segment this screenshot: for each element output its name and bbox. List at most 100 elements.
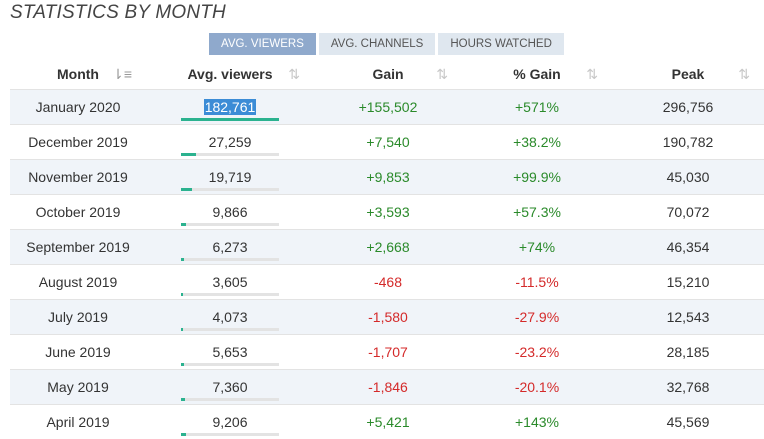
avg-viewers-value: 19,719 bbox=[209, 169, 252, 185]
cell-peak: 28,185 bbox=[612, 335, 764, 370]
table-row: January 2020 182,761 +155,502+571%296,756 bbox=[10, 90, 764, 125]
avg-viewers-bar-fill bbox=[181, 363, 184, 366]
avg-viewers-value: 27,259 bbox=[209, 134, 252, 150]
avg-viewers-bar bbox=[181, 188, 279, 191]
avg-viewers-value: 5,653 bbox=[212, 344, 247, 360]
avg-viewers-bar-fill bbox=[181, 258, 184, 261]
cell-month: August 2019 bbox=[10, 265, 146, 300]
cell-avg-viewers: 9,206 bbox=[146, 405, 314, 439]
avg-viewers-bar-fill bbox=[181, 153, 196, 156]
cell-peak: 46,354 bbox=[612, 230, 764, 265]
cell-avg-viewers: 19,719 bbox=[146, 160, 314, 195]
table-header-row: Month ⇂≡ Avg. viewers ⇅ Gain ⇅ % Gain ⇅ Peak… bbox=[10, 58, 764, 90]
cell-avg-viewers: 9,866 bbox=[146, 195, 314, 230]
cell-pct-gain: +74% bbox=[462, 230, 612, 265]
cell-pct-gain: -11.5% bbox=[462, 265, 612, 300]
cell-peak: 15,210 bbox=[612, 265, 764, 300]
cell-month: January 2020 bbox=[10, 90, 146, 125]
cell-month: May 2019 bbox=[10, 370, 146, 405]
tab-hours-watched[interactable]: HOURS WATCHED bbox=[438, 33, 564, 55]
sort-both-icon[interactable]: ⇅ bbox=[288, 66, 300, 83]
cell-month: April 2019 bbox=[10, 405, 146, 439]
monthly-stats-table: Month ⇂≡ Avg. viewers ⇅ Gain ⇅ % Gain ⇅ Peak… bbox=[10, 58, 764, 439]
cell-pct-gain: +99.9% bbox=[462, 160, 612, 195]
cell-avg-viewers: 5,653 bbox=[146, 335, 314, 370]
avg-viewers-bar-fill bbox=[181, 433, 186, 436]
cell-gain: +2,668 bbox=[314, 230, 462, 265]
avg-viewers-bar bbox=[181, 223, 279, 226]
avg-viewers-value: 9,206 bbox=[212, 414, 247, 430]
cell-peak: 45,030 bbox=[612, 160, 764, 195]
cell-avg-viewers: 7,360 bbox=[146, 370, 314, 405]
avg-viewers-bar bbox=[181, 398, 279, 401]
avg-viewers-bar-fill bbox=[181, 223, 186, 226]
avg-viewers-bar-fill bbox=[181, 188, 192, 191]
avg-viewers-bar-fill bbox=[181, 398, 185, 401]
cell-peak: 45,569 bbox=[612, 405, 764, 439]
cell-peak: 12,543 bbox=[612, 300, 764, 335]
column-header-label: % Gain bbox=[513, 66, 560, 82]
cell-peak: 70,072 bbox=[612, 195, 764, 230]
sort-both-icon[interactable]: ⇅ bbox=[436, 66, 448, 83]
table-body: January 2020 182,761 +155,502+571%296,756 D… bbox=[10, 90, 764, 439]
sort-both-icon[interactable]: ⇅ bbox=[586, 66, 598, 83]
tab-avg-viewers[interactable]: AVG. VIEWERS bbox=[209, 33, 316, 55]
cell-gain: +3,593 bbox=[314, 195, 462, 230]
avg-viewers-value: 6,273 bbox=[212, 239, 247, 255]
avg-viewers-bar bbox=[181, 363, 279, 366]
cell-gain: +155,502 bbox=[314, 90, 462, 125]
tab-avg-channels[interactable]: AVG. CHANNELS bbox=[319, 33, 435, 55]
sort-descending-icon[interactable]: ⇂≡ bbox=[112, 66, 132, 83]
avg-viewers-value: 7,360 bbox=[212, 379, 247, 395]
avg-viewers-value: 182,761 bbox=[204, 99, 257, 115]
avg-viewers-bar-fill bbox=[181, 293, 183, 296]
cell-pct-gain: -20.1% bbox=[462, 370, 612, 405]
column-header-month[interactable]: Month ⇂≡ bbox=[10, 58, 146, 90]
cell-peak: 296,756 bbox=[612, 90, 764, 125]
cell-month: November 2019 bbox=[10, 160, 146, 195]
cell-month: September 2019 bbox=[10, 230, 146, 265]
table-row: August 2019 3,605 -468-11.5%15,210 bbox=[10, 265, 764, 300]
table-row: September 2019 6,273 +2,668+74%46,354 bbox=[10, 230, 764, 265]
column-header-label: Gain bbox=[372, 66, 403, 82]
cell-month: October 2019 bbox=[10, 195, 146, 230]
metric-tabs: AVG. VIEWERS AVG. CHANNELS HOURS WATCHED bbox=[209, 33, 564, 55]
cell-pct-gain: +143% bbox=[462, 405, 612, 439]
page-title: STATISTICS BY MONTH bbox=[10, 2, 226, 24]
cell-month: June 2019 bbox=[10, 335, 146, 370]
avg-viewers-value: 9,866 bbox=[212, 204, 247, 220]
column-header-pct-gain[interactable]: % Gain ⇅ bbox=[462, 58, 612, 90]
cell-pct-gain: +571% bbox=[462, 90, 612, 125]
avg-viewers-value: 3,605 bbox=[212, 274, 247, 290]
cell-gain: +9,853 bbox=[314, 160, 462, 195]
sort-both-icon[interactable]: ⇅ bbox=[738, 66, 750, 83]
cell-avg-viewers: 4,073 bbox=[146, 300, 314, 335]
avg-viewers-value: 4,073 bbox=[212, 309, 247, 325]
cell-gain: -468 bbox=[314, 265, 462, 300]
cell-pct-gain: +38.2% bbox=[462, 125, 612, 160]
column-header-peak[interactable]: Peak ⇅ bbox=[612, 58, 764, 90]
avg-viewers-bar bbox=[181, 118, 279, 121]
avg-viewers-bar bbox=[181, 153, 279, 156]
avg-viewers-bar bbox=[181, 293, 279, 296]
cell-avg-viewers: 182,761 bbox=[146, 90, 314, 125]
column-header-avg-viewers[interactable]: Avg. viewers ⇅ bbox=[146, 58, 314, 90]
cell-gain: -1,846 bbox=[314, 370, 462, 405]
column-header-label: Peak bbox=[672, 66, 705, 82]
column-header-label: Avg. viewers bbox=[187, 66, 272, 82]
column-header-label: Month bbox=[57, 66, 99, 82]
cell-avg-viewers: 3,605 bbox=[146, 265, 314, 300]
avg-viewers-bar bbox=[181, 258, 279, 261]
avg-viewers-bar-fill bbox=[181, 328, 183, 331]
cell-avg-viewers: 6,273 bbox=[146, 230, 314, 265]
avg-viewers-bar bbox=[181, 328, 279, 331]
cell-month: December 2019 bbox=[10, 125, 146, 160]
avg-viewers-bar bbox=[181, 433, 279, 436]
column-header-gain[interactable]: Gain ⇅ bbox=[314, 58, 462, 90]
cell-pct-gain: +57.3% bbox=[462, 195, 612, 230]
cell-peak: 190,782 bbox=[612, 125, 764, 160]
